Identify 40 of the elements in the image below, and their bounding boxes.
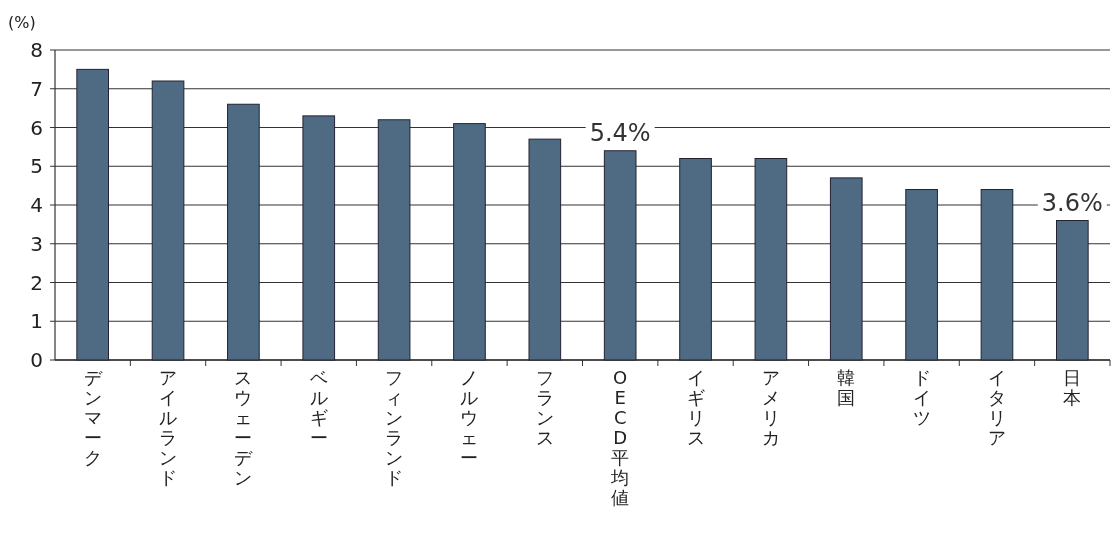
bar — [453, 123, 486, 361]
bar — [151, 80, 185, 361]
y-tick-label: 0 — [30, 348, 43, 372]
bar — [679, 158, 712, 361]
bar — [528, 138, 562, 361]
y-axis-title: (%) — [8, 13, 36, 32]
x-tick-label: イタリア — [987, 367, 1006, 448]
data-label: 5.4% — [589, 118, 651, 147]
x-tick-label: ノルウェー — [460, 367, 479, 468]
y-tick-label: 5 — [30, 154, 43, 179]
bar — [76, 68, 109, 361]
x-tick-label: デンマーク — [83, 367, 103, 468]
bar — [754, 158, 788, 361]
x-tick-label: 日本 — [1063, 367, 1082, 408]
x-tick-label: アメリカ — [761, 367, 780, 448]
bar — [1056, 220, 1089, 361]
bar — [905, 189, 938, 361]
x-tick-label: 韓国 — [837, 367, 856, 408]
x-tick-label: OECD平均値 — [610, 367, 630, 508]
x-tick-label: アイルランド — [159, 367, 178, 488]
x-tick-label: ベルギー — [309, 367, 328, 448]
bar — [377, 119, 411, 361]
x-tick-label: スウェーデン — [234, 367, 254, 488]
y-tick-label: 3 — [30, 231, 43, 256]
bar — [829, 177, 863, 361]
data-label: 3.6% — [1041, 188, 1103, 217]
x-tick-label: フランス — [535, 367, 554, 448]
y-tick-label: 6 — [30, 115, 43, 140]
bar — [980, 189, 1014, 361]
bar — [302, 115, 336, 361]
y-tick-label: 7 — [30, 76, 43, 101]
bar — [227, 103, 260, 361]
y-tick-label: 8 — [30, 38, 43, 62]
y-tick-label: 1 — [30, 309, 43, 334]
y-tick-label: 2 — [30, 270, 43, 295]
y-tick-label: 4 — [30, 193, 43, 217]
x-tick-label: イギリス — [686, 367, 705, 448]
bar — [603, 150, 637, 361]
x-tick-label: フィンランド — [385, 367, 404, 488]
x-tick-label: ドイツ — [912, 367, 931, 428]
